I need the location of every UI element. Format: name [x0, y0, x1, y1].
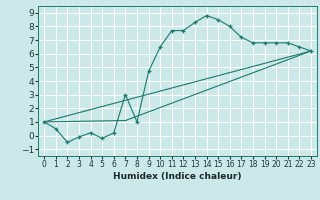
X-axis label: Humidex (Indice chaleur): Humidex (Indice chaleur): [113, 172, 242, 181]
